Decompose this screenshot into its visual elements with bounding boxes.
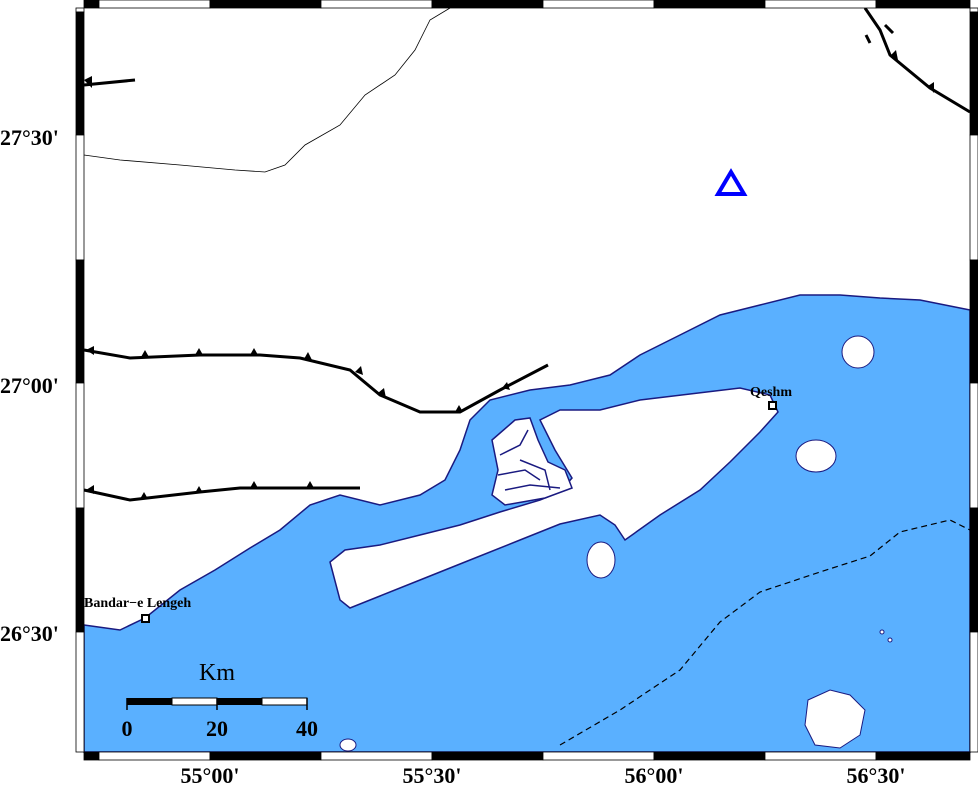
fault-line [83, 78, 136, 87]
frame-segment [98, 751, 211, 761]
frame-segment [83, 751, 100, 761]
frame-segment [75, 11, 85, 136]
frame-segment [653, 0, 766, 9]
lon-label: 56°30' [847, 763, 906, 788]
frame-segment [75, 259, 85, 384]
fault-line [83, 348, 549, 414]
frame-segment [969, 259, 978, 384]
frame-segment [969, 631, 978, 753]
island [586, 541, 616, 579]
frame-segment [764, 0, 877, 9]
frame-segment [75, 7, 85, 13]
frame-segment [542, 0, 655, 9]
island [804, 689, 866, 749]
frame-segment [969, 7, 978, 13]
scale-bar: Km 0 20 40 [122, 660, 319, 741]
scale-tick: 0 [122, 716, 133, 741]
frame-segment [969, 507, 978, 633]
frame-segment [969, 11, 978, 136]
islet [879, 629, 885, 635]
square-icon [768, 401, 777, 410]
frame-segment [98, 0, 211, 9]
frame-segment [969, 382, 978, 509]
island [339, 738, 357, 752]
frame-segment [209, 0, 322, 9]
frame-segment [75, 382, 85, 509]
fault-line [883, 23, 895, 35]
frame-segment [75, 631, 85, 753]
scale-unit: Km [199, 660, 235, 686]
delta-channels [497, 429, 561, 491]
fault-line [864, 34, 872, 44]
frame-segment [75, 507, 85, 633]
scale-tick: 20 [206, 716, 228, 741]
qeshm-island [329, 387, 779, 609]
frame-segment [431, 751, 544, 761]
island [795, 439, 837, 473]
lat-label: 26°30' [0, 621, 59, 646]
triangle-icon [714, 168, 748, 196]
frame-segment [875, 0, 971, 9]
frame-segment [653, 751, 766, 761]
lat-label: 27°30' [0, 125, 59, 150]
maritime-boundary [559, 519, 971, 746]
frame-segment [875, 751, 971, 761]
frame-segment [83, 0, 100, 9]
lon-label: 55°00' [181, 763, 240, 788]
frame-segment [542, 751, 655, 761]
place-label-bandar-e-lengeh: Bandar−e Lengeh [84, 596, 191, 611]
island [841, 335, 875, 369]
fault-line [863, 7, 971, 114]
frame-segment [764, 751, 877, 761]
lat-label: 27°00' [0, 373, 59, 398]
frame-segment [320, 0, 433, 9]
islet [887, 637, 893, 643]
frame-segment [431, 0, 544, 9]
mangrove-delta [491, 417, 573, 506]
border-line [83, 7, 451, 173]
map-frame [75, 0, 978, 761]
place-label-qeshm: Qeshm [750, 385, 792, 400]
frame-segment [209, 751, 322, 761]
frame-segment [320, 751, 433, 761]
fault-teeth [84, 50, 934, 499]
frame-segment [969, 134, 978, 261]
lon-label: 56°00' [625, 763, 684, 788]
scale-tick: 40 [296, 716, 318, 741]
fault-line [83, 486, 360, 502]
square-icon [141, 614, 150, 623]
lon-label: 55°30' [403, 763, 462, 788]
frame-segment [75, 134, 85, 261]
